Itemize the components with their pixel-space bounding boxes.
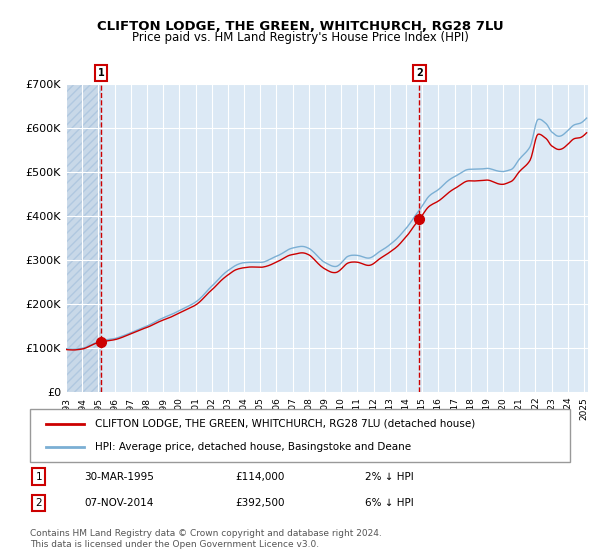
Text: 1: 1 [35,472,42,482]
Text: CLIFTON LODGE, THE GREEN, WHITCHURCH, RG28 7LU: CLIFTON LODGE, THE GREEN, WHITCHURCH, RG… [97,20,503,32]
Text: £114,000: £114,000 [235,472,284,482]
Text: 30-MAR-1995: 30-MAR-1995 [84,472,154,482]
Text: HPI: Average price, detached house, Basingstoke and Deane: HPI: Average price, detached house, Basi… [95,442,411,452]
Bar [66,84,101,392]
Text: 2: 2 [35,498,42,508]
Text: CLIFTON LODGE, THE GREEN, WHITCHURCH, RG28 7LU (detached house): CLIFTON LODGE, THE GREEN, WHITCHURCH, RG… [95,419,475,429]
Text: Price paid vs. HM Land Registry's House Price Index (HPI): Price paid vs. HM Land Registry's House … [131,31,469,44]
Text: 2: 2 [416,68,423,78]
Text: £392,500: £392,500 [235,498,285,508]
Text: 6% ↓ HPI: 6% ↓ HPI [365,498,413,508]
FancyBboxPatch shape [30,409,570,462]
Text: 07-NOV-2014: 07-NOV-2014 [84,498,154,508]
Text: 2% ↓ HPI: 2% ↓ HPI [365,472,413,482]
Text: Contains HM Land Registry data © Crown copyright and database right 2024.
This d: Contains HM Land Registry data © Crown c… [30,529,382,549]
Text: 1: 1 [98,68,104,78]
